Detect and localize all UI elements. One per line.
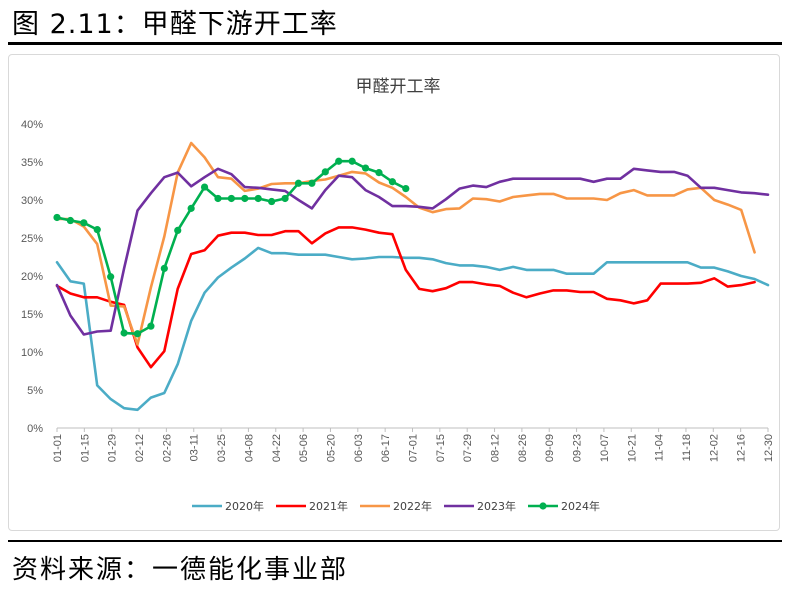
x-tick-label: 09-09: [544, 434, 556, 462]
series-2023年: [55, 167, 770, 336]
series-line: [55, 141, 756, 346]
legend-label: 2020年: [225, 499, 264, 513]
data-point: [120, 329, 128, 337]
series-2020年: [55, 246, 770, 412]
y-tick-label: 20%: [21, 271, 43, 283]
x-tick-label: 02-12: [134, 434, 146, 462]
data-point: [93, 226, 101, 234]
chart-frame: [8, 54, 780, 531]
y-axis: 0% 5% 10% 15% 20% 25% 30% 35% 40%: [21, 119, 43, 435]
series-line: [55, 246, 770, 412]
legend-item: 2022年: [360, 499, 432, 513]
data-point: [147, 322, 155, 330]
data-point: [294, 179, 303, 187]
x-tick-label: 02-26: [161, 434, 173, 462]
data-point: [388, 178, 396, 186]
x-tick-label: 01-15: [79, 434, 91, 462]
data-point: [160, 264, 168, 272]
x-tick-label: 10-21: [626, 434, 638, 462]
series-line: [55, 159, 408, 336]
legend-item: 2021年: [276, 499, 348, 513]
y-tick-label: 10%: [21, 347, 43, 359]
x-tick-label: 06-17: [380, 434, 392, 462]
y-tick-label: 40%: [21, 119, 43, 131]
x-tick-label: 12-30: [763, 434, 775, 462]
x-tick-label: 08-12: [490, 434, 502, 462]
legend: 2020年 2021年 2022年 2023年 2024年: [192, 499, 600, 513]
y-tick-label: 25%: [21, 233, 43, 245]
x-tick-label: 09-23: [572, 434, 584, 462]
data-point: [281, 194, 289, 203]
x-tick-label: 03-25: [216, 434, 228, 462]
y-tick-label: 0%: [27, 423, 43, 435]
data-point: [402, 185, 410, 193]
x-tick-label: 07-15: [435, 434, 447, 462]
x-tick-label: 12-16: [736, 434, 748, 462]
x-tick-label: 01-01: [52, 434, 64, 462]
legend-label: 2023年: [477, 499, 516, 513]
series-2022年: [55, 141, 756, 346]
data-point: [321, 168, 329, 176]
x-tick-label: 11-04: [654, 434, 666, 461]
y-tick-label: 30%: [21, 195, 43, 207]
series-line: [55, 167, 770, 336]
data-point: [187, 204, 195, 212]
x-tick-label: 05-06: [298, 434, 310, 462]
x-axis: 01-01 01-15 01-29 02-12 02-26 03-11 03-25 04-08…: [52, 427, 775, 462]
x-tick-label: 07-01: [408, 434, 420, 462]
legend-item: 2020年: [192, 499, 264, 513]
data-point: [53, 213, 61, 222]
data-point: [348, 157, 356, 165]
x-tick-label: 03-11: [189, 434, 201, 461]
legend-label: 2022年: [393, 499, 432, 513]
series-2024年: [53, 157, 410, 338]
data-point: [174, 226, 182, 234]
y-tick-label: 5%: [27, 385, 43, 397]
title-rule: [8, 42, 782, 45]
figure-title: 图 2.11：甲醛下游开工率: [12, 9, 338, 40]
plot-area: [53, 141, 770, 412]
source-note: 资料来源：一德能化事业部: [12, 555, 349, 585]
data-point: [254, 194, 262, 203]
x-tick-label: 11-18: [681, 434, 693, 461]
data-point: [268, 197, 276, 206]
data-point: [241, 194, 249, 203]
x-tick-label: 10-07: [599, 434, 611, 462]
data-point: [133, 330, 142, 338]
data-point: [308, 179, 316, 187]
x-tick-label: 04-08: [243, 434, 255, 462]
legend-item: 2023年: [444, 499, 516, 513]
legend-item: 2024年: [528, 499, 600, 513]
y-tick-label: 15%: [21, 309, 43, 321]
y-tick-label: 35%: [21, 157, 43, 169]
legend-label: 2024年: [561, 499, 600, 513]
data-point: [107, 273, 115, 281]
x-tick-label: 08-26: [517, 434, 529, 462]
series-2021年: [55, 226, 756, 369]
data-point: [227, 194, 235, 203]
x-tick-label: 04-22: [271, 434, 283, 462]
x-tick-label: 06-03: [353, 434, 365, 462]
data-point: [375, 169, 383, 177]
data-point: [214, 194, 222, 203]
chart-title: 甲醛开工率: [356, 77, 441, 97]
data-point: [200, 183, 209, 191]
x-tick-label: 07-29: [462, 434, 474, 462]
source-rule: [8, 540, 782, 542]
data-point: [361, 164, 370, 172]
series-line: [55, 226, 756, 369]
x-tick-label: 01-29: [107, 434, 119, 462]
x-tick-label: 05-20: [325, 434, 337, 462]
data-point: [335, 157, 343, 165]
legend-label: 2021年: [309, 499, 348, 513]
data-point: [66, 216, 75, 225]
x-tick-label: 12-02: [708, 434, 720, 462]
legend-marker: [539, 502, 547, 510]
data-point: [80, 219, 88, 227]
